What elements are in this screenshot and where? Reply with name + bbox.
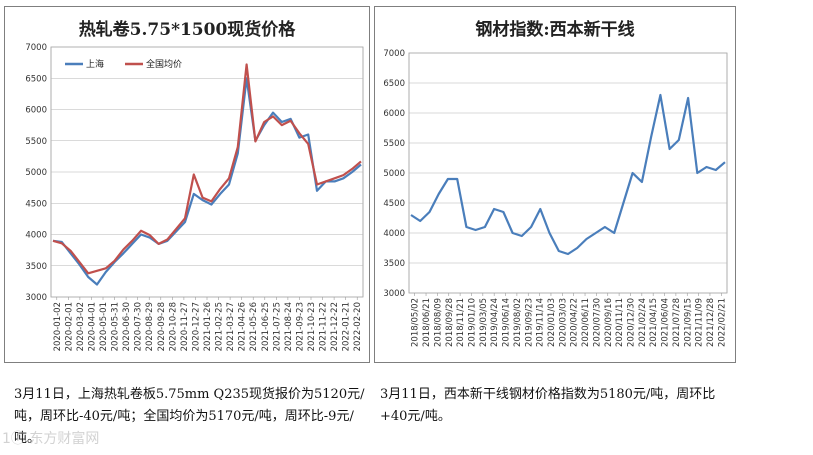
y-tick-label: 7000	[25, 43, 47, 53]
caption-steel-index: 3月11日，西本新干线钢材价格指数为5180元/吨，周环比+40元/吨。	[380, 387, 716, 424]
y-tick-label: 7000	[383, 49, 405, 59]
x-tick-label: 2020/04/22	[570, 298, 580, 347]
x-tick-label: 2020/12/30	[626, 298, 636, 347]
x-tick-label: 2020-02-01	[64, 302, 74, 351]
x-tick-label: 2020/01/03	[547, 298, 557, 347]
x-tick-label: 2020/03/03	[558, 298, 568, 347]
x-tick-label: 2019/06/14	[502, 298, 512, 347]
x-tick-label: 2021-03-27	[226, 302, 236, 351]
legend-label: 上海	[86, 58, 104, 70]
x-tick-label: 2020/06/11	[581, 298, 591, 347]
x-tick-label: 2018/05/02	[411, 298, 421, 347]
x-tick-label: 2020-09-28	[157, 302, 167, 351]
y-tick-label: 6000	[25, 106, 47, 116]
watermark: 1ⓘ 东方财富网	[2, 431, 100, 447]
x-tick-label: 2021-06-25	[261, 302, 271, 351]
x-tick-label: 2021/11/09	[695, 298, 705, 347]
x-tick-label: 2021-08-24	[284, 302, 294, 351]
x-tick-label: 2020-04-01	[87, 302, 97, 351]
chart-title: 热轧卷5.75*1500现货价格	[78, 20, 296, 40]
x-tick-label: 2021-04-26	[238, 302, 248, 351]
x-tick-label: 2021-02-25	[215, 302, 225, 351]
x-tick-label: 2021/02/24	[638, 298, 648, 347]
x-tick-label: 2021/07/28	[672, 298, 682, 347]
x-tick-label: 2022-01-21	[342, 302, 352, 351]
x-tick-label: 2021-09-23	[295, 302, 305, 351]
x-tick-label: 2018/06/21	[422, 298, 432, 347]
x-tick-label: 2020-01-02	[53, 302, 63, 351]
legend-label: 全国均价	[146, 58, 182, 70]
x-tick-label: 2021-01-26	[203, 302, 213, 351]
x-tick-label: 2021-07-25	[272, 302, 282, 351]
x-tick-label: 2018/11/21	[456, 298, 466, 347]
y-tick-label: 4500	[383, 199, 405, 209]
x-tick-label: 2018/09/28	[445, 298, 455, 347]
x-tick-label: 2021-11-22	[319, 302, 329, 351]
y-tick-label: 3500	[25, 262, 47, 272]
x-tick-label: 2021/04/15	[649, 298, 659, 347]
y-tick-label: 4500	[25, 199, 47, 209]
x-tick-label: 2019/01/10	[467, 298, 477, 347]
y-tick-label: 5000	[25, 168, 47, 178]
y-tick-label: 3000	[383, 289, 405, 299]
x-tick-label: 2021-12-22	[330, 302, 340, 351]
chart-panel-hot-rolled: 热轧卷5.75*1500现货价格 3000 3500 4000 4500 5000 550…	[4, 6, 370, 363]
y-tick-label: 3000	[25, 293, 47, 303]
chart-hot-rolled-svg: 3000 3500 4000 4500 5000 5500 6000 6500 7000 2020…	[25, 43, 364, 351]
y-tick-label: 3500	[383, 259, 405, 269]
series-line-1	[52, 77, 362, 286]
x-tick-label: 2019/08/02	[513, 298, 523, 347]
x-tick-label: 2022-02-20	[353, 302, 363, 351]
x-tick-label: 2019/09/23	[524, 298, 534, 347]
y-tick-label: 6500	[25, 74, 47, 84]
chart-panel-steel-index: 钢材指数:西本新干线 3000 3500 4000 4500 5000 5500 6000 6…	[374, 6, 736, 363]
y-tick-label: 6500	[383, 79, 405, 89]
chart-steel-index-svg: 3000 3500 4000 4500 5000 5500 6000 6500 7000 2018…	[383, 49, 728, 347]
x-tick-label: 2020-08-29	[145, 302, 155, 351]
x-tick-label: 2020-07-30	[134, 302, 144, 351]
x-tick-label: 2020/09/16	[604, 298, 614, 347]
x-tick-label: 2019/03/05	[479, 298, 489, 347]
y-tick-label: 5000	[383, 169, 405, 179]
x-tick-label: 2021-05-26	[249, 302, 259, 351]
chart-title: 钢材指数:西本新干线	[475, 20, 635, 40]
x-tick-label: 2021-10-23	[307, 302, 317, 351]
x-tick-label: 2020/07/30	[592, 298, 602, 347]
x-tick-label: 2021/06/04	[661, 298, 671, 347]
series-line-1	[410, 93, 726, 256]
caption-hot-rolled: 3月11日，上海热轧卷板5.75mm Q235现货报价为5120元/吨，周环比-…	[14, 387, 365, 446]
x-tick-label: 2021/12/28	[706, 298, 716, 347]
x-tick-label: 2020-05-01	[99, 302, 109, 351]
series-line-2	[52, 63, 362, 275]
x-tick-label: 2020-06-30	[122, 302, 132, 351]
y-tick-label: 4000	[25, 231, 47, 241]
y-tick-label: 5500	[383, 139, 405, 149]
x-tick-label: 2022/02/21	[717, 298, 727, 347]
x-tick-label: 2020/11/11	[615, 298, 625, 347]
x-tick-label: 2020-12-27	[191, 302, 201, 351]
x-tick-label: 2019/04/24	[490, 298, 500, 347]
x-tick-label: 2020-10-28	[168, 302, 178, 351]
x-tick-label: 2020-05-31	[111, 302, 121, 351]
x-tick-label: 2020-03-02	[76, 302, 86, 351]
x-tick-label: 2021/09/15	[683, 298, 693, 347]
x-tick-label: 2018/08/09	[433, 298, 443, 347]
y-tick-label: 6000	[383, 109, 405, 119]
x-tick-label: 2020-11-27	[180, 302, 190, 351]
y-tick-label: 5500	[25, 137, 47, 147]
x-tick-label: 2019/11/14	[536, 298, 546, 347]
y-tick-label: 4000	[383, 229, 405, 239]
